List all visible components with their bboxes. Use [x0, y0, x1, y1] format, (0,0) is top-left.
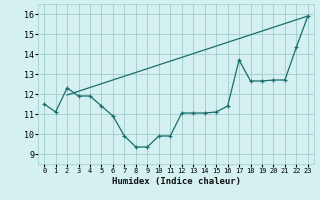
X-axis label: Humidex (Indice chaleur): Humidex (Indice chaleur) [111, 177, 241, 186]
